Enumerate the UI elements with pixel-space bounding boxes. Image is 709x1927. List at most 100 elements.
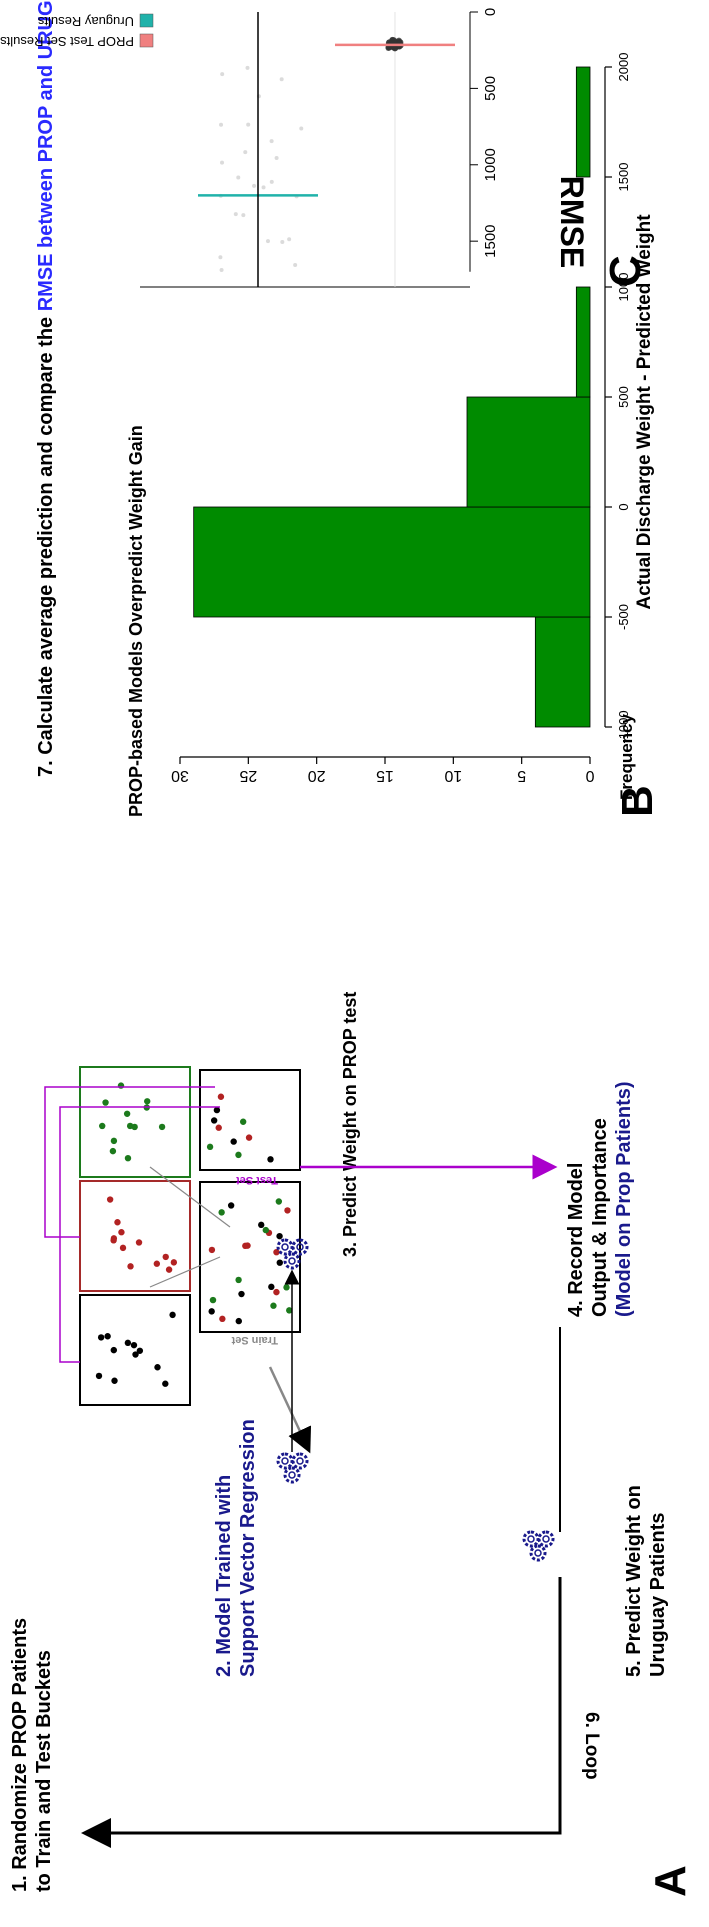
patient-dot bbox=[206, 1143, 214, 1151]
hist-x-tick-label: 2000 bbox=[616, 53, 631, 82]
step4-line1: 4. Record Model bbox=[565, 1163, 587, 1317]
patient-dot bbox=[132, 1351, 139, 1358]
patient-dot bbox=[235, 1151, 242, 1159]
patient-dot bbox=[109, 1147, 117, 1155]
patient-dot bbox=[210, 1117, 218, 1124]
bucket-connector-1 bbox=[59, 1106, 220, 1363]
patient-dot bbox=[208, 1246, 216, 1254]
step4-line2: Output & Importance bbox=[589, 1118, 611, 1317]
patient-dot bbox=[135, 1239, 143, 1246]
rmse-point bbox=[252, 183, 257, 188]
patient-dot bbox=[106, 1196, 114, 1203]
legend-swatch bbox=[139, 13, 154, 28]
patient-dot bbox=[230, 1138, 237, 1145]
rmse-tick-label: 1000 bbox=[482, 148, 499, 181]
histogram-chart: 0 5 10 15 20 25 30 -1000 -500 0 500 1000 1500 2000 bbox=[171, 53, 631, 784]
hist-x-tick-label: 0 bbox=[616, 503, 631, 510]
patient-dot bbox=[284, 1207, 291, 1214]
patient-dot bbox=[144, 1098, 151, 1105]
panel-b-letter: B bbox=[613, 785, 662, 817]
step1-line2: to Train and Test Buckets bbox=[33, 1650, 55, 1892]
train-arrow bbox=[268, 1366, 312, 1454]
rmse-point bbox=[236, 175, 241, 180]
rmse-point bbox=[293, 263, 298, 268]
patient-dot bbox=[273, 1248, 280, 1256]
patient-dot bbox=[110, 1235, 118, 1242]
bucket-connector-3 bbox=[149, 1256, 221, 1288]
rmse-point bbox=[389, 37, 396, 44]
test-set-label: Test Set bbox=[236, 1174, 278, 1186]
hist-bar bbox=[575, 286, 591, 398]
hist-y-tick-label: 30 bbox=[171, 767, 189, 784]
patient-dot bbox=[245, 1134, 253, 1141]
patient-dot bbox=[162, 1380, 169, 1387]
legend-label: PROP Test Set Results bbox=[0, 34, 134, 49]
rmse-point bbox=[287, 237, 292, 242]
step1-line1: 1. Randomize PROP Patients bbox=[9, 1618, 31, 1892]
hist-y-tick-label: 5 bbox=[517, 767, 526, 784]
hist-x-tick-label: 1500 bbox=[616, 163, 631, 192]
patient-dots bbox=[95, 1082, 293, 1387]
step5-line1: 5. Predict Weight on bbox=[623, 1485, 645, 1677]
patient-dot bbox=[136, 1347, 144, 1354]
patient-dot bbox=[169, 1311, 176, 1319]
hist-title: PROP-based Models Overpredict Weight Gai… bbox=[126, 425, 146, 817]
rmse-point bbox=[261, 185, 266, 190]
hist-y-tick-label: 25 bbox=[239, 767, 257, 784]
patient-dot bbox=[286, 1307, 293, 1314]
panel-a-letter: A bbox=[646, 1865, 695, 1897]
patient-dot bbox=[283, 1284, 290, 1291]
patient-dot bbox=[99, 1122, 106, 1130]
rmse-point bbox=[220, 160, 225, 165]
rmse-point bbox=[219, 268, 224, 273]
patient-dot bbox=[209, 1296, 217, 1304]
rmse-point bbox=[245, 65, 250, 70]
patient-dot bbox=[270, 1302, 277, 1309]
test-set-box bbox=[199, 1069, 301, 1171]
patient-dot bbox=[219, 1315, 226, 1323]
patient-dot bbox=[127, 1263, 134, 1270]
patient-dot bbox=[111, 1377, 118, 1384]
bucket-red bbox=[79, 1180, 191, 1292]
step3-label: 3. Predict Weight on PROP test bbox=[340, 992, 360, 1257]
hist-ylabel: Frequency bbox=[617, 713, 636, 800]
patient-dot bbox=[95, 1372, 103, 1380]
rmse-point bbox=[269, 139, 274, 144]
hist-y-tick-label: 0 bbox=[585, 767, 594, 784]
patient-dot bbox=[227, 1202, 235, 1209]
hist-bar bbox=[534, 616, 591, 728]
step7-highlight: RMSE between PROP and URUGUAY Patients bbox=[35, 0, 57, 311]
rmse-point bbox=[279, 77, 284, 82]
patient-dot bbox=[213, 1106, 221, 1114]
patient-dot bbox=[235, 1276, 242, 1284]
train-set-label: Train Set bbox=[231, 1334, 278, 1346]
legend-label: Uruguay Results bbox=[37, 14, 134, 29]
patient-dot bbox=[275, 1198, 283, 1205]
patient-dot bbox=[104, 1333, 111, 1340]
patient-dot bbox=[276, 1232, 283, 1240]
patient-dot bbox=[162, 1253, 169, 1261]
rmse-point bbox=[219, 122, 224, 127]
rmse-tick-label: 1500 bbox=[482, 224, 499, 257]
patient-dot bbox=[123, 1110, 131, 1117]
hist-x-tick-label: -1000 bbox=[616, 710, 631, 743]
patient-dot bbox=[154, 1364, 161, 1371]
step2-line1: 2. Model Trained with bbox=[213, 1475, 235, 1677]
patient-dot bbox=[130, 1341, 138, 1349]
patient-dot bbox=[158, 1123, 166, 1131]
rmse-point bbox=[280, 239, 285, 244]
patient-dot bbox=[110, 1346, 118, 1354]
step4-note: (Model on Prop Patients) bbox=[613, 1081, 635, 1317]
rmse-legend: PROP Test Set Results Uruguay Results bbox=[0, 13, 154, 49]
hist-bar bbox=[466, 396, 591, 508]
rmse-point bbox=[220, 72, 225, 77]
patient-dot bbox=[262, 1226, 270, 1234]
step6-label: 6. Loop bbox=[581, 1712, 602, 1780]
hist-y-tick-label: 10 bbox=[444, 767, 462, 784]
rmse-point bbox=[246, 122, 251, 127]
patient-dot bbox=[276, 1259, 283, 1266]
patient-dot bbox=[235, 1317, 242, 1325]
rmse-tick-label: 500 bbox=[482, 76, 499, 101]
rmse-point bbox=[218, 255, 223, 260]
